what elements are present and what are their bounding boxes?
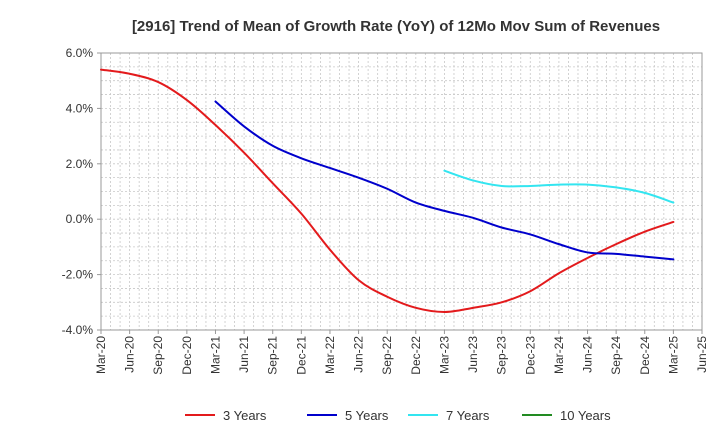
legend-label-3-years: 3 Years: [223, 408, 267, 423]
x-axis: Mar-20 Jun-20 Sep-20 Dec-20 Mar-21 Jun-21 Sep-…: [94, 330, 709, 375]
x-tick-label: Sep-22: [380, 336, 394, 375]
x-tick-label: Mar-20: [94, 336, 108, 374]
plot-area: [100, 52, 703, 331]
x-tick-label: Dec-24: [638, 336, 652, 375]
y-tick-label: 6.0%: [66, 46, 94, 60]
x-tick-label: Mar-23: [437, 336, 451, 374]
x-tick-label: Jun-22: [352, 336, 366, 373]
x-tick-label: Sep-21: [266, 336, 280, 375]
x-tick-label: Dec-20: [180, 336, 194, 375]
x-tick-label: Sep-20: [151, 336, 165, 375]
x-tick-label: Sep-23: [495, 336, 509, 375]
x-tick-label: Jun-24: [581, 336, 595, 373]
y-axis: 6.0% 4.0% 2.0% 0.0% -2.0% -4.0%: [62, 46, 101, 337]
legend-label-7-years: 7 Years: [446, 408, 490, 423]
series-line-7-years: [443, 169, 675, 204]
x-tick-label: Dec-22: [409, 336, 423, 375]
x-tick-label: Sep-24: [609, 336, 623, 375]
x-tick-label: Dec-21: [294, 336, 308, 375]
series-line-3-years: [100, 68, 675, 313]
legend-label-5-years: 5 Years: [345, 408, 389, 423]
x-tick-label: Mar-25: [666, 336, 680, 374]
y-tick-label: -4.0%: [62, 323, 94, 337]
x-tick-label: Dec-23: [523, 336, 537, 375]
legend-label-10-years: 10 Years: [560, 408, 611, 423]
x-tick-label: Jun-23: [466, 336, 480, 373]
x-tick-label: Jun-21: [237, 336, 251, 373]
chart-title: [2916] Trend of Mean of Growth Rate (YoY…: [132, 18, 660, 35]
y-tick-label: 0.0%: [66, 212, 94, 226]
legend: 3 Years 5 Years 7 Years 10 Years: [185, 408, 611, 423]
y-tick-label: 2.0%: [66, 157, 94, 171]
y-tick-label: 4.0%: [66, 101, 94, 115]
series-line-5-years: [214, 100, 675, 261]
x-tick-label: Jun-25: [695, 336, 709, 373]
grid: [101, 53, 702, 330]
x-tick-label: Jun-20: [123, 336, 137, 373]
x-tick-label: Mar-24: [552, 336, 566, 374]
y-tick-label: -2.0%: [62, 268, 94, 282]
series-lines: [100, 68, 675, 313]
x-tick-label: Mar-21: [208, 336, 222, 374]
x-tick-label: Mar-22: [323, 336, 337, 374]
